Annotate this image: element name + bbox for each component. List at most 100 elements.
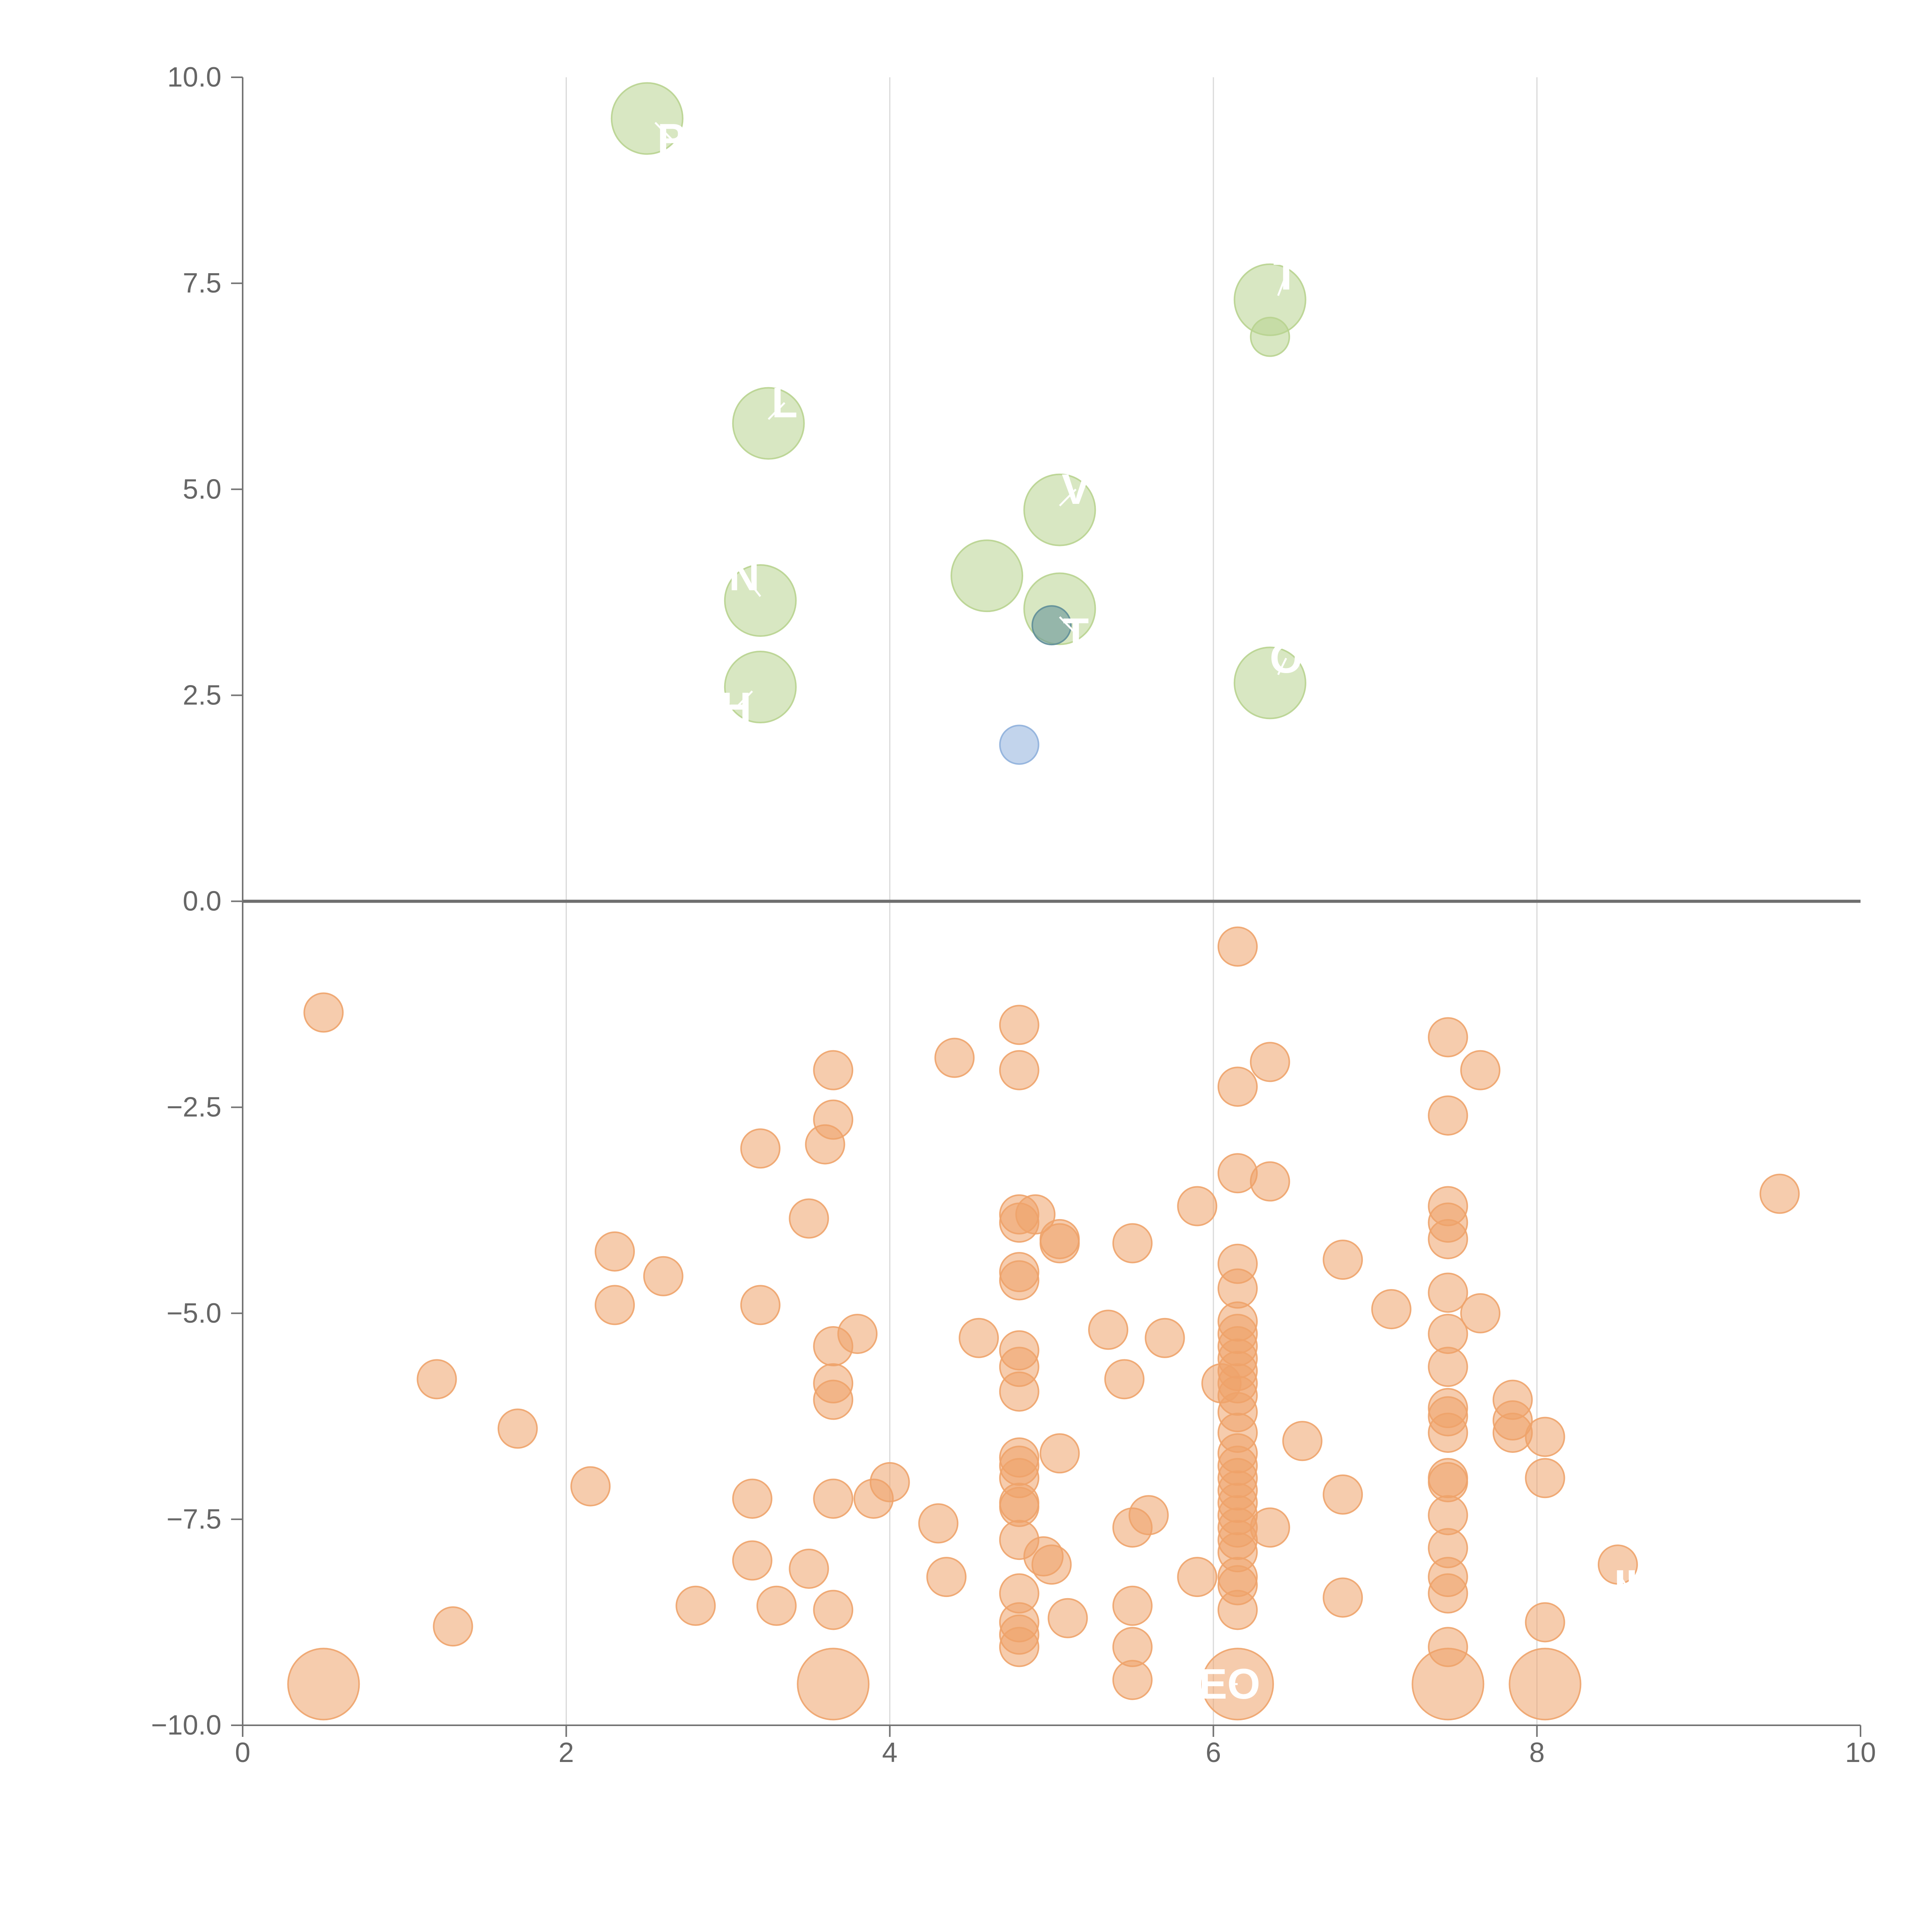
data-point-negative [433,1606,473,1647]
x-tick-label: 6 [1206,1737,1221,1768]
data-point-negative [1509,1648,1582,1721]
data-point-positive [951,539,1024,612]
data-point-negative [934,1037,975,1078]
data-point-negative [999,1627,1039,1667]
point-label: II [1614,1561,1638,1609]
point-label: T [1063,610,1089,657]
data-point-negative [1177,1557,1218,1597]
label-leader-line [1277,658,1287,675]
data-point-negative [1218,1590,1258,1630]
data-point-negative [813,1478,854,1519]
data-point-negative [1323,1577,1363,1618]
point-label: V [1062,466,1090,513]
label-leader-line [654,122,672,140]
data-point-negative [1428,1095,1468,1136]
data-point-negative [1177,1186,1218,1226]
data-point-negative [1145,1318,1185,1358]
data-point-negative [1039,1433,1080,1474]
data-point-negative [570,1466,611,1507]
data-point-negative [813,1050,854,1090]
tick-layer: 10.0 7.5 5.0 2.5 0.0 −2.5 −5.0 −7.5 −10.0 0 2 4 6 8 10 [151,62,1876,1768]
data-point-negative [1201,1363,1242,1404]
data-point-negative [1428,1573,1468,1614]
data-point-negative [1218,926,1258,967]
data-point-negative [837,1314,878,1354]
data-point-negative [1460,1293,1501,1333]
axis-layer [242,77,1861,1726]
data-point-negative [1759,1173,1800,1214]
label-layer: P T L V N T H O EO II [654,115,1638,1708]
data-point-negative [1428,1627,1468,1667]
data-point-negative [999,1050,1039,1090]
data-point-negative [595,1231,635,1272]
x-tick-label: 10 [1845,1737,1876,1768]
data-point-positive [611,82,684,155]
data-point-negative [1323,1474,1363,1515]
data-point-negative [1460,1050,1501,1090]
data-point-positive [1023,473,1096,546]
point-label: H [721,684,751,731]
x-tick-label: 2 [558,1737,574,1768]
data-point-negative [1039,1223,1080,1264]
label-leader-line [1617,1572,1627,1586]
y-tick-label: 10.0 [167,62,221,93]
data-point-negative [869,1462,910,1502]
data-point-negative [1104,1359,1145,1400]
data-point-negative [1112,1660,1153,1700]
point-label: T [1273,251,1299,299]
data-point-negative [999,1371,1039,1412]
data-point-negative [1323,1240,1363,1280]
data-point-blue [999,724,1039,765]
data-point-negative [1597,1544,1638,1585]
point-label: L [772,379,798,427]
data-point-negative [813,1590,854,1630]
data-point-negative [1250,1507,1290,1548]
point-label: EO [1199,1660,1260,1708]
data-point-negative [1048,1598,1088,1638]
x-tick-label: 8 [1529,1737,1545,1768]
data-point-negative [1428,1272,1468,1313]
y-tick-label: 2.5 [183,680,221,711]
data-point-negative [740,1285,781,1325]
data-point-negative [999,1260,1039,1301]
x-tick-label: 0 [235,1737,250,1768]
data-point-positive [1233,646,1306,719]
data-point-negative [643,1256,684,1296]
y-tick-label: −10.0 [151,1710,221,1741]
data-point-negative [417,1359,457,1400]
data-point-negative [999,1005,1039,1045]
data-point-negative [732,1540,772,1581]
data-point-negative [1371,1289,1412,1330]
data-point-negative [1250,1161,1290,1202]
data-point-negative [959,1318,999,1358]
data-point-negative [1525,1458,1565,1498]
data-point-negative [926,1557,967,1597]
data-point-teal [1031,605,1072,646]
point-label: N [729,552,759,600]
data-point-negative [287,1648,360,1721]
label-leader-line [735,690,753,709]
label-leader-line [1277,274,1287,296]
label-leader-line [743,575,761,597]
data-point-negative [1282,1421,1323,1461]
data-point-negative [1428,1412,1468,1453]
data-point-positive [732,387,805,460]
data-point-negative [813,1099,854,1140]
data-point-negative [789,1198,829,1239]
data-point-negative [1031,1544,1072,1585]
data-point-negative [918,1503,959,1544]
data-point-positive [1250,316,1290,357]
data-point-negative [1015,1194,1056,1235]
point-layer [287,82,1800,1721]
data-point-negative [595,1285,635,1325]
label-leader-line [1059,616,1077,634]
data-point-negative [756,1585,797,1626]
data-point-negative [1525,1417,1565,1457]
y-tick-label: −2.5 [167,1092,221,1123]
data-point-negative [1112,1585,1153,1626]
data-point-negative [732,1478,772,1519]
data-point-negative [1250,1042,1290,1082]
y-tick-label: −7.5 [167,1504,221,1535]
data-point-negative [675,1585,716,1626]
